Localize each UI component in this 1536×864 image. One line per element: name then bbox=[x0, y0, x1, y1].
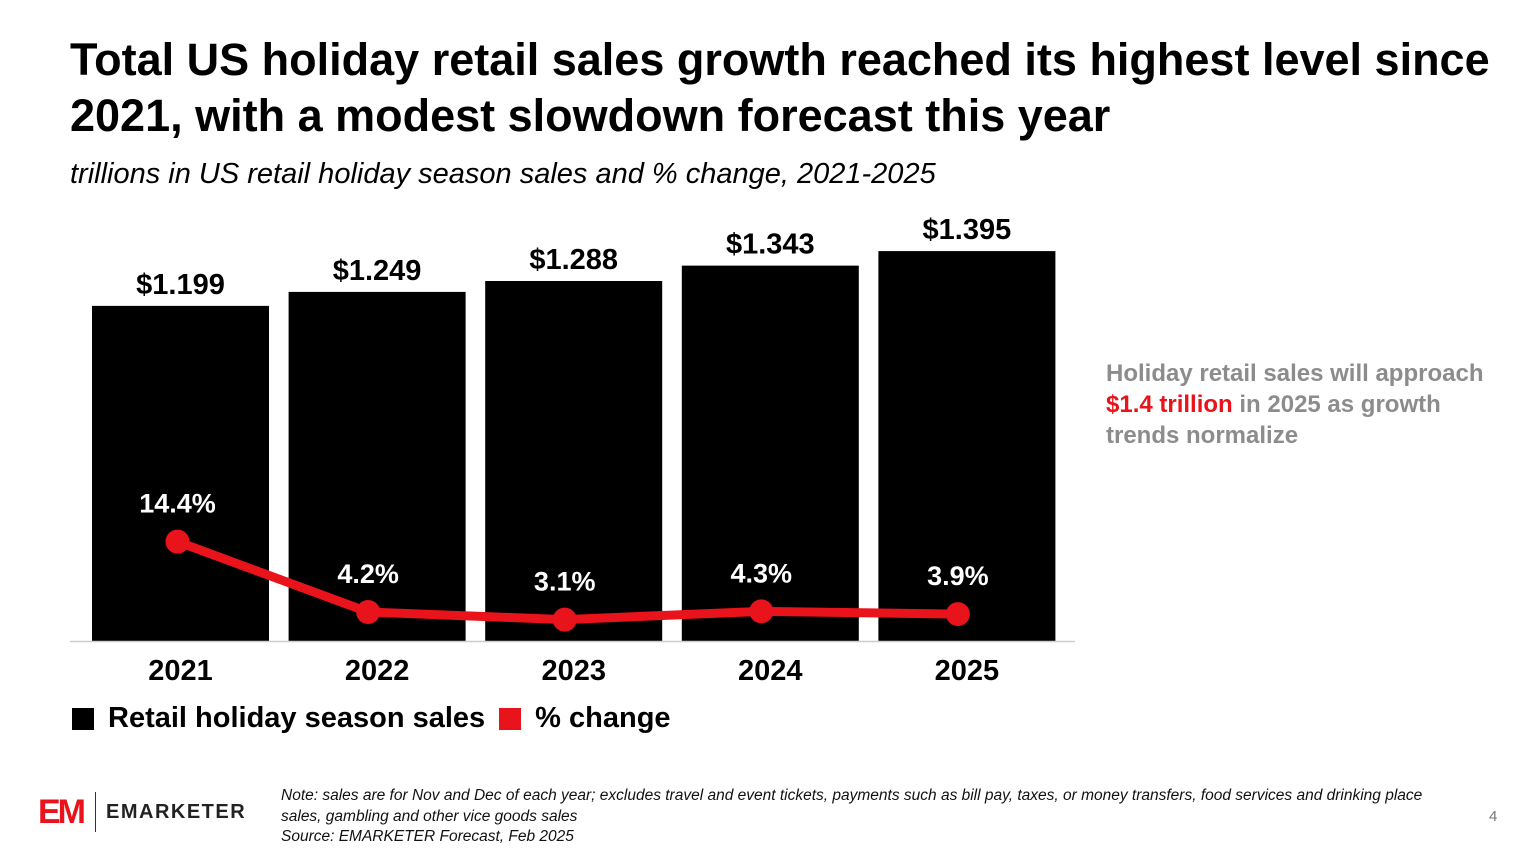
point-label-2022: 4.2% bbox=[337, 559, 399, 589]
x-tick-2025: 2025 bbox=[935, 655, 1000, 687]
bar-label-2024: $1.343 bbox=[726, 229, 815, 261]
point-label-2024: 4.3% bbox=[731, 558, 793, 588]
page-number: 4 bbox=[1489, 808, 1498, 825]
bar-2022 bbox=[288, 291, 466, 641]
logo-name: EMARKETER bbox=[106, 800, 247, 823]
source-text: Source: EMARKETER Forecast, Feb 2025 bbox=[281, 828, 574, 845]
logo-divider bbox=[95, 792, 96, 832]
bar-label-2021: $1.199 bbox=[136, 269, 225, 301]
footnote: Note: sales are for Nov and Dec of each … bbox=[281, 786, 1451, 848]
bar-label-2023: $1.288 bbox=[529, 244, 618, 276]
logo-mark: EM bbox=[38, 792, 86, 831]
chart: $1.199 2021 $1.249 2022 $1.288 2023 $1.343 2024… bbox=[70, 214, 1075, 687]
point-label-2025: 3.9% bbox=[927, 561, 989, 591]
legend-label-change: % change bbox=[535, 702, 671, 734]
point-2023 bbox=[552, 607, 577, 632]
callout-highlight: $1.4 trillion bbox=[1106, 391, 1233, 418]
point-label-2021: 14.4% bbox=[139, 489, 216, 519]
legend-label-sales: Retail holiday season sales bbox=[108, 702, 486, 734]
callout-pre: Holiday retail sales will approach bbox=[1106, 360, 1484, 387]
point-2021 bbox=[165, 529, 190, 554]
point-label-2023: 3.1% bbox=[534, 567, 596, 597]
bar-2021 bbox=[92, 305, 269, 641]
x-tick-2024: 2024 bbox=[738, 655, 803, 687]
x-tick-2021: 2021 bbox=[148, 655, 213, 687]
bar-2024 bbox=[681, 265, 859, 641]
point-2022 bbox=[356, 600, 381, 625]
point-2025 bbox=[945, 602, 970, 627]
callout-post: in 2025 as growth trends normalize bbox=[1106, 391, 1441, 449]
legend: Retail holiday season sales % change bbox=[72, 702, 671, 735]
callout-text: Holiday retail sales will approach $1.4 … bbox=[1106, 358, 1506, 451]
slide-title: Total US holiday retail sales growth rea… bbox=[70, 34, 1490, 141]
chart-subtitle: trillions in US retail holiday season sa… bbox=[70, 158, 936, 190]
point-2024 bbox=[749, 599, 774, 624]
legend-swatch-change bbox=[499, 707, 522, 730]
bar-2025 bbox=[878, 251, 1056, 641]
bar-label-2022: $1.249 bbox=[333, 255, 422, 287]
bar-label-2025: $1.395 bbox=[923, 214, 1012, 246]
x-tick-2022: 2022 bbox=[345, 655, 410, 687]
bar-2023 bbox=[485, 281, 663, 641]
emarketer-logo: EM EMARKETER bbox=[38, 792, 246, 832]
x-tick-2023: 2023 bbox=[541, 655, 606, 687]
note-text: Note: sales are for Nov and Dec of each … bbox=[281, 787, 1423, 825]
legend-swatch-sales bbox=[72, 707, 94, 730]
